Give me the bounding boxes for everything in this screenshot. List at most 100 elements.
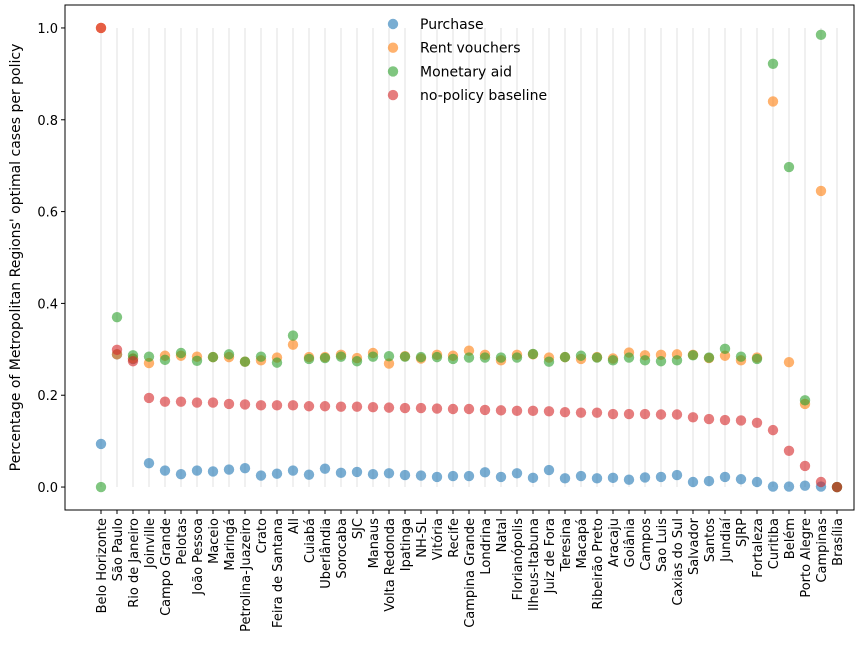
x-tick-label-goiania: Goiânia <box>623 518 638 567</box>
point-monetary-aid-cuiaba <box>303 353 315 365</box>
x-tick-label-jundiai: Jundiaí <box>719 518 734 563</box>
point-monetary-aid-vitoria <box>431 351 443 363</box>
point-purchase-teresina <box>559 473 571 484</box>
x-tick-label-pelotas: Pelotas <box>175 518 190 565</box>
point-no-policy-baseline-sjc <box>351 401 363 412</box>
point-purchase-uberlandia <box>319 463 331 474</box>
point-monetary-aid-all <box>287 330 299 341</box>
point-no-policy-baseline-caxias-do-sul <box>671 409 683 420</box>
x-tick-label-florianopolis: Florianópolis <box>511 518 526 601</box>
legend-marker-no-policy-baseline <box>387 89 399 101</box>
point-monetary-aid-sjrp <box>735 351 747 362</box>
x-tick-label-belem: Belém <box>783 518 798 559</box>
point-monetary-aid-ribeirao-preto <box>591 352 603 363</box>
x-tick-label-nh-sl: NH-SL <box>415 517 430 557</box>
point-rent-vouchers-curitiba <box>767 96 779 107</box>
point-purchase-pelotas <box>175 468 187 480</box>
point-monetary-aid-volta-redonda <box>383 351 395 362</box>
point-monetary-aid-sorocaba <box>335 351 347 362</box>
point-monetary-aid-campos <box>639 355 651 366</box>
x-tick-label-uberlandia: Uberlândia <box>319 518 334 589</box>
point-monetary-aid-santos <box>703 352 715 363</box>
point-monetary-aid-londrina <box>479 352 491 363</box>
y-tick-label: 0.6 <box>37 206 58 221</box>
point-monetary-aid-uberlandia <box>319 352 331 364</box>
legend-marker-purchase <box>387 18 399 30</box>
point-purchase-sao-luis <box>655 471 667 483</box>
point-rent-vouchers-campinas <box>815 185 827 197</box>
point-purchase-belo-horizonte <box>95 438 107 450</box>
point-no-policy-baseline-maceio <box>207 397 219 408</box>
point-monetary-aid-ilheus-itabuna <box>527 348 539 360</box>
x-tick-label-volta-redonda: Volta Redonda <box>383 518 398 612</box>
point-purchase-porto-alegre <box>799 480 811 491</box>
point-no-policy-baseline-maringa <box>223 398 235 410</box>
x-tick-label-teresina: Teresina <box>559 518 574 572</box>
legend-label-purchase: Purchase <box>420 17 484 33</box>
data-points <box>95 22 843 493</box>
point-monetary-aid-fortaleza <box>751 353 763 365</box>
point-monetary-aid-juiz-de-fora <box>543 356 555 367</box>
point-purchase-sjrp <box>735 474 747 485</box>
x-tick-label-aracaju: Aracaju <box>607 518 622 567</box>
point-monetary-aid-manaus <box>367 351 379 362</box>
point-rent-vouchers-belem <box>783 356 795 368</box>
point-purchase-natal <box>495 471 507 483</box>
x-tick-label-natal: Natal <box>495 518 510 552</box>
point-monetary-aid-curitiba <box>767 58 779 69</box>
y-tick-label: 0.0 <box>37 481 58 496</box>
point-purchase-juiz-de-fora <box>543 464 555 476</box>
point-purchase-aracaju <box>607 472 619 484</box>
point-no-policy-baseline-juiz-de-fora <box>543 406 555 417</box>
point-monetary-aid-maringa <box>223 349 235 360</box>
point-monetary-aid-ipatinga <box>399 351 411 362</box>
point-monetary-aid-salvador <box>687 350 699 361</box>
point-monetary-aid-aracaju <box>607 355 619 366</box>
point-monetary-aid-campo-grande <box>159 354 171 366</box>
point-no-policy-baseline-sao-luis <box>655 409 667 420</box>
point-purchase-fortaleza <box>751 476 763 488</box>
point-purchase-campo-grande <box>159 465 171 476</box>
point-monetary-aid-sjc <box>351 356 363 367</box>
x-tick-label-sao-paulo: São Paulo <box>111 518 126 581</box>
point-no-policy-baseline-all <box>287 400 299 411</box>
point-no-policy-baseline-santos <box>703 413 715 425</box>
point-purchase-salvador <box>687 476 699 488</box>
point-no-policy-baseline-joinville <box>143 392 155 404</box>
point-purchase-maringa <box>223 464 235 475</box>
point-purchase-jundiai <box>719 471 731 483</box>
point-purchase-londrina <box>479 467 491 478</box>
point-purchase-ipatinga <box>399 469 411 481</box>
point-purchase-cuiaba <box>303 469 315 480</box>
point-no-policy-baseline-salvador <box>687 412 699 423</box>
point-monetary-aid-maceio <box>207 351 219 363</box>
x-tick-label-campina-grande: Campina Grande <box>463 518 478 628</box>
point-no-policy-baseline-campina-grande <box>463 403 475 415</box>
y-axis: 0.0 0.2 0.4 0.6 0.8 1.0 <box>37 22 65 496</box>
point-monetary-aid-florianopolis <box>511 352 523 363</box>
point-no-policy-baseline-ipatinga <box>399 402 411 414</box>
point-monetary-aid-caxias-do-sul <box>671 355 683 366</box>
x-tick-label-feira-de-santana: Feira de Santana <box>271 518 286 628</box>
y-tick-label: 0.2 <box>37 389 58 404</box>
x-tick-label-sao-luis: Sao Luis <box>655 518 670 572</box>
point-no-policy-baseline-recife <box>447 403 459 415</box>
point-no-policy-baseline-natal <box>495 405 507 416</box>
legend-label-no-policy-baseline: no-policy baseline <box>420 88 547 104</box>
point-monetary-aid-feira-de-santana <box>271 357 283 368</box>
point-monetary-aid-crato <box>255 351 267 362</box>
point-purchase-all <box>287 465 299 476</box>
point-no-policy-baseline-petrolina-juazeiro <box>239 399 251 410</box>
point-no-policy-baseline-rio-de-janeiro <box>127 356 139 367</box>
point-no-policy-baseline-joao-pessoa <box>191 397 203 408</box>
plot-frame <box>64 4 855 511</box>
legend: Purchase Rent vouchers Monetary aid no-poli… <box>387 17 547 104</box>
point-no-policy-baseline-curitiba <box>767 424 779 436</box>
point-no-policy-baseline-sorocaba <box>335 401 347 412</box>
x-tick-label-fortaleza: Fortaleza <box>751 518 766 578</box>
point-no-policy-baseline-volta-redonda <box>383 402 395 413</box>
point-monetary-aid-sao-luis <box>655 356 667 367</box>
point-monetary-aid-macapa <box>575 350 587 361</box>
point-purchase-sjc <box>351 466 363 478</box>
